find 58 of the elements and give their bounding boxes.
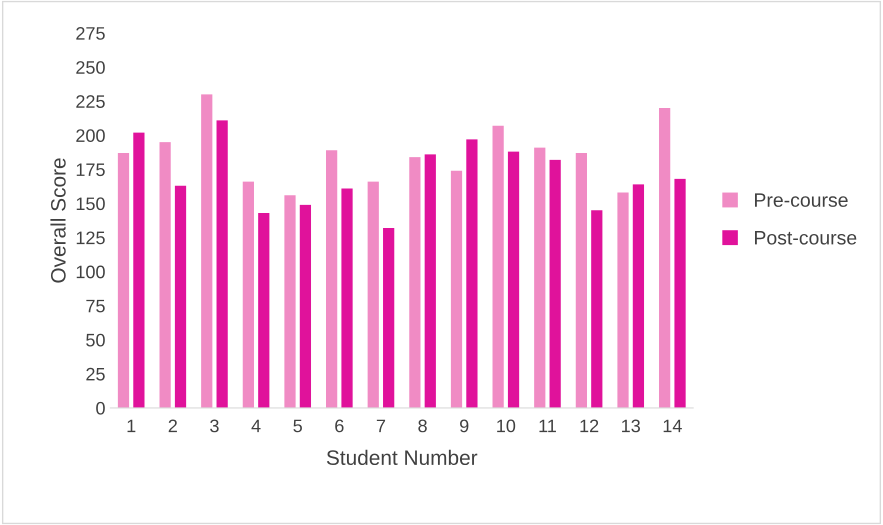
bar <box>216 120 228 408</box>
y-tick-label: 0 <box>96 402 105 415</box>
bar <box>242 182 254 408</box>
x-tick-label: 8 <box>418 420 427 432</box>
x-tick-label: 7 <box>376 420 386 432</box>
x-tick-label: 12 <box>580 420 598 432</box>
y-tick-label: 200 <box>76 129 105 142</box>
x-tick-label: 10 <box>497 420 516 432</box>
bar <box>617 192 629 408</box>
x-tick-label: 5 <box>293 420 302 432</box>
bar <box>450 170 462 408</box>
x-tick-label: 11 <box>539 420 556 432</box>
bar <box>466 139 478 408</box>
bar <box>534 148 546 408</box>
bar <box>201 94 212 408</box>
x-tick-label: 6 <box>335 420 344 432</box>
bar <box>632 184 644 408</box>
bar <box>508 152 520 408</box>
bar <box>159 142 171 408</box>
legend-label: Pre-course <box>755 193 848 207</box>
y-tick-label: 175 <box>76 164 105 176</box>
y-tick-label: 250 <box>76 61 105 74</box>
x-tick-label: 2 <box>168 420 177 432</box>
bar <box>383 228 394 408</box>
bar <box>659 108 670 408</box>
bar <box>300 204 312 408</box>
y-tick-label: 150 <box>76 197 105 210</box>
x-tick-label: 4 <box>251 420 261 432</box>
bar <box>368 182 379 408</box>
x-tick-label: 14 <box>664 420 682 432</box>
x-tick-label: 9 <box>460 420 468 432</box>
bar <box>326 150 338 408</box>
bar <box>492 126 504 408</box>
y-tick-label: 50 <box>86 334 105 346</box>
bar <box>576 153 588 408</box>
x-tick-label: 3 <box>210 420 219 432</box>
bar <box>409 157 420 408</box>
x-tick-label: 1 <box>128 420 136 432</box>
y-tick-label: 25 <box>86 368 105 381</box>
bar <box>118 153 130 408</box>
y-axis-title: Overall Score <box>50 158 66 283</box>
y-tick-label: 275 <box>76 27 105 40</box>
bar <box>133 132 145 408</box>
x-tick-label: 13 <box>622 420 640 432</box>
bar <box>341 188 353 408</box>
y-tick-label: 125 <box>76 231 105 244</box>
legend-label: Post-course <box>755 231 856 245</box>
y-tick-label: 100 <box>76 266 105 278</box>
bar <box>591 210 602 408</box>
bar <box>258 213 270 408</box>
y-tick-label: 225 <box>76 95 105 108</box>
bar <box>174 186 186 408</box>
x-axis-title: Student Number <box>326 450 478 466</box>
bar <box>424 154 436 408</box>
bar <box>674 178 686 408</box>
y-tick-label: 75 <box>86 300 105 312</box>
bar <box>550 160 561 408</box>
bar <box>284 195 296 408</box>
